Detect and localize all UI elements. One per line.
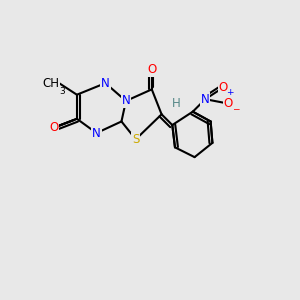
Text: O: O bbox=[147, 63, 156, 76]
Text: N: N bbox=[101, 76, 110, 90]
Text: 3: 3 bbox=[60, 87, 65, 96]
Text: O: O bbox=[49, 121, 58, 134]
Text: −: − bbox=[232, 104, 239, 113]
Text: O: O bbox=[218, 81, 228, 94]
Text: N: N bbox=[201, 93, 210, 106]
Text: N: N bbox=[92, 127, 101, 140]
Text: +: + bbox=[226, 88, 234, 98]
Text: CH: CH bbox=[42, 76, 59, 90]
Text: S: S bbox=[132, 133, 140, 146]
Text: N: N bbox=[122, 94, 130, 107]
Text: H: H bbox=[172, 97, 181, 110]
Text: O: O bbox=[224, 97, 233, 110]
